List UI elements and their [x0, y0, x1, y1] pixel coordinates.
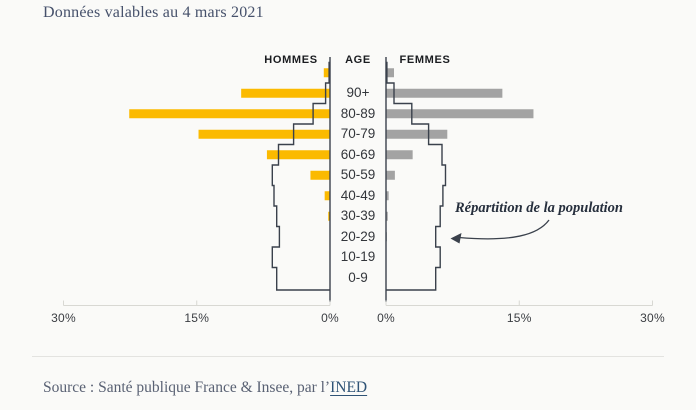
- population-outline-hommes: [271, 61, 330, 291]
- age-label: 80-89: [340, 105, 376, 121]
- annotation-label: Répartition de la population: [455, 200, 623, 216]
- age-label: 90+: [346, 85, 370, 101]
- age-label: 0-9: [348, 269, 368, 285]
- age-label: 10-19: [340, 249, 376, 265]
- age-column-header: AGE: [345, 54, 371, 66]
- source-line: Source : Santé publique France & Insee, …: [43, 379, 367, 397]
- bar-hommes-30-39: [328, 211, 330, 221]
- source-text: Source : Santé publique France & Insee, …: [43, 379, 331, 396]
- bar-hommes-50-59: [310, 170, 330, 180]
- axis-tick-label: 15%: [184, 311, 210, 325]
- femmes-column-header: FEMMES: [399, 54, 451, 66]
- bar-hommes-60-69: [266, 150, 330, 160]
- age-label: 30-39: [340, 208, 376, 224]
- age-label: 40-49: [340, 187, 376, 203]
- bar-femmes-80-89: [386, 109, 534, 119]
- bar-hommes-top: [323, 68, 330, 78]
- axis-layer: [63, 57, 653, 306]
- bar-femmes-90+: [386, 88, 503, 98]
- age-label: 60-69: [340, 146, 376, 162]
- bar-femmes-60-69: [386, 150, 413, 160]
- age-label: 50-59: [340, 167, 376, 183]
- divider: [32, 356, 664, 357]
- bar-femmes-50-59: [386, 170, 395, 180]
- population-outline-femmes: [386, 61, 447, 291]
- age-label: 70-79: [340, 126, 376, 142]
- bar-hommes-40-49: [324, 191, 330, 201]
- axis-tick-label: 0%: [377, 311, 395, 325]
- bar-femmes-30-39: [386, 211, 388, 221]
- population-outline-layer: [271, 61, 447, 291]
- axis-tick-label: 30%: [51, 311, 76, 325]
- bar-hommes-70-79: [198, 129, 330, 139]
- axis-tick-label: 0%: [321, 311, 339, 325]
- bar-femmes-top: [386, 68, 394, 78]
- bar-femmes-40-49: [386, 191, 389, 201]
- age-label: 20-29: [340, 228, 376, 244]
- axis-tick-label: 30%: [640, 311, 665, 325]
- bar-hommes-90+: [241, 88, 330, 98]
- bar-femmes-70-79: [386, 129, 448, 139]
- page-title: Données valables au 4 mars 2021: [43, 4, 264, 21]
- bar-hommes-80-89: [129, 109, 330, 119]
- axis-tick-label: 15%: [506, 311, 532, 325]
- bars-layer: [129, 68, 534, 242]
- curved-arrow-icon: [450, 219, 550, 244]
- ined-link[interactable]: INED: [330, 379, 368, 396]
- hommes-column-header: HOMMES: [264, 54, 318, 66]
